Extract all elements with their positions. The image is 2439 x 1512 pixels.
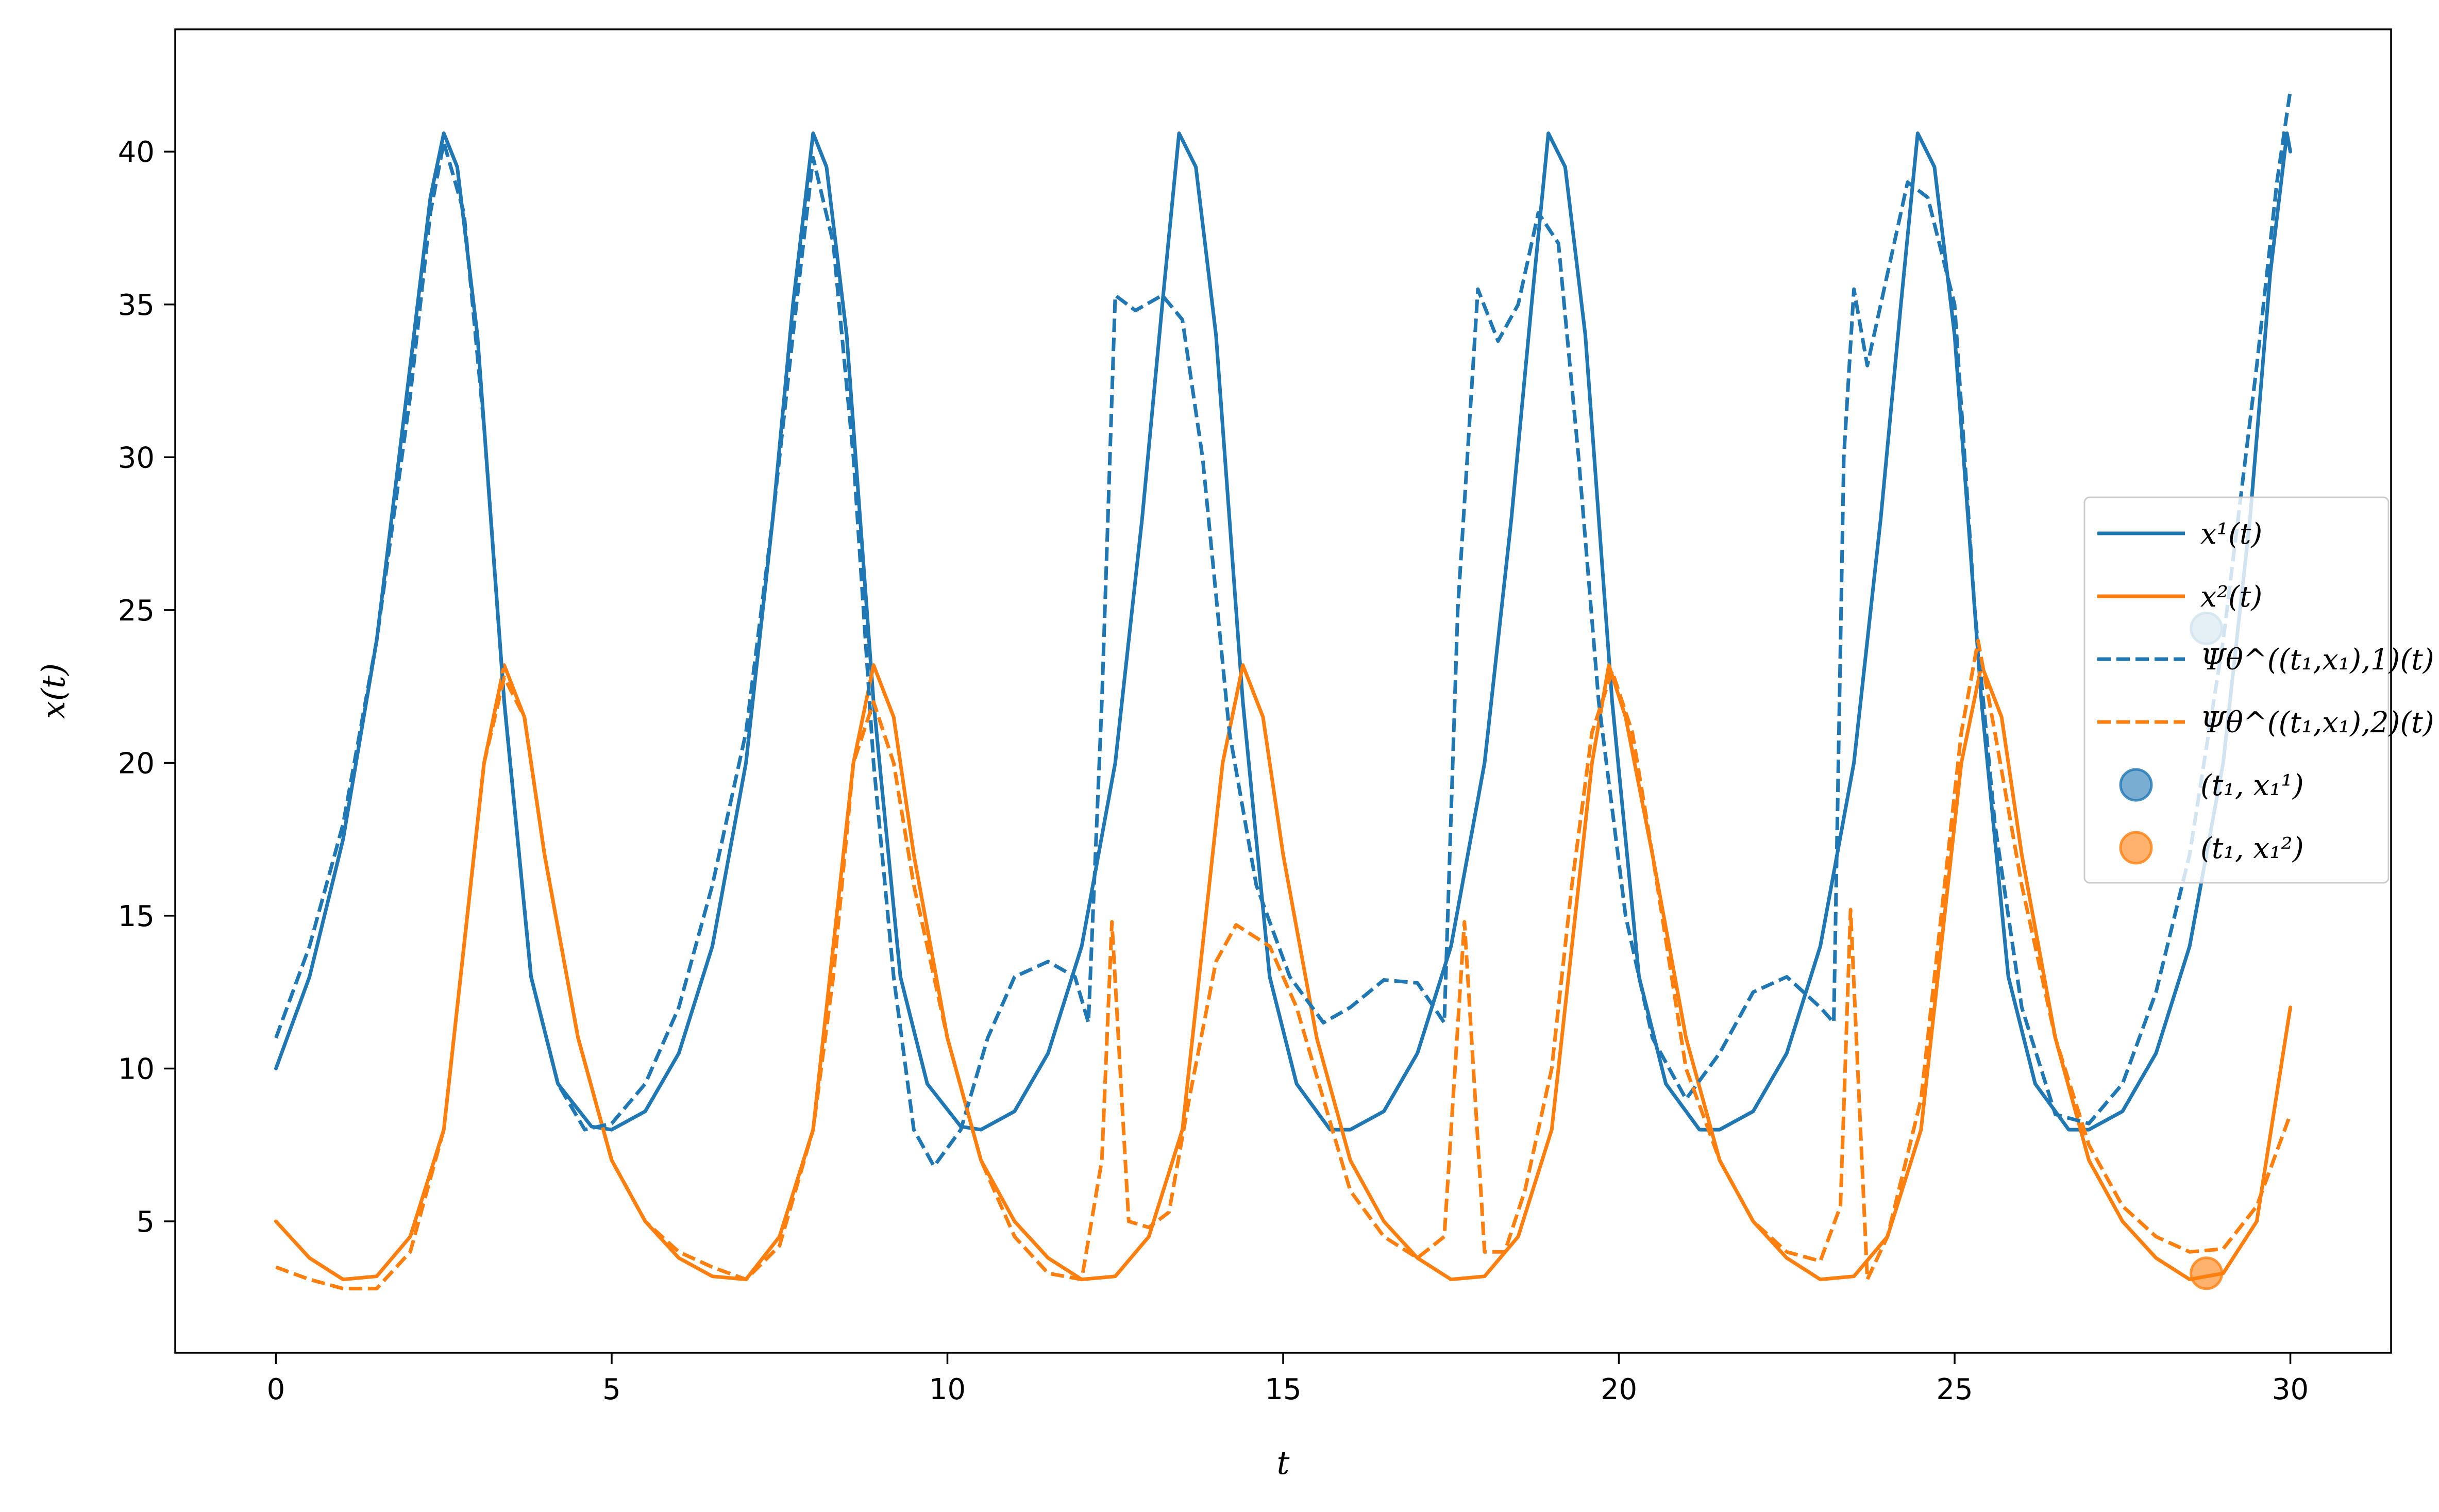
legend-label-1: x¹(t) <box>2200 517 2262 551</box>
x-tick-label: 15 <box>1265 1373 1301 1406</box>
legend-label-4: Ψθ^((t₁,x₁),2)(t) <box>2200 706 2434 740</box>
x-tick-label: 10 <box>929 1373 966 1406</box>
legend-swatch-6 <box>2119 831 2153 865</box>
y-tick-label: 15 <box>118 900 155 933</box>
legend-label-5: (t₁, x₁¹) <box>2200 769 2304 802</box>
legend-box <box>2083 496 2390 884</box>
legend: x¹(t) x²(t) Ψθ^((t₁,x₁),1)(t) Ψθ^((t₁,x₁),2… <box>2083 496 2434 884</box>
x-tick-label: 30 <box>2272 1373 2309 1406</box>
series-line-4-dashed <box>275 639 2292 1290</box>
series-line-3-dashed <box>274 90 2292 1168</box>
x-tick-label: 25 <box>1936 1373 1973 1406</box>
x-tick-label: 5 <box>602 1373 621 1406</box>
legend-label-6: (t₁, x₁²) <box>2200 832 2304 865</box>
scatter-point-2 <box>2190 1256 2224 1290</box>
y-tick-label: 20 <box>118 747 155 780</box>
axes: 0 5 10 15 20 25 30 5 10 15 20 25 30 35 40 t x(t) <box>35 28 2392 1482</box>
x-tick-label: 20 <box>1601 1373 1637 1406</box>
y-tick-label: 10 <box>118 1052 155 1086</box>
y-tick-label: 30 <box>118 441 155 475</box>
legend-label-2: x²(t) <box>2200 580 2262 614</box>
y-axis-label: x(t) <box>35 663 72 719</box>
y-tick-label: 35 <box>118 289 155 322</box>
x-axis-label: t <box>1277 1444 1290 1482</box>
x-tick-label: 0 <box>267 1373 285 1406</box>
legend-label-3: Ψθ^((t₁,x₁),1)(t) <box>2200 643 2434 677</box>
legend-swatch-5 <box>2119 768 2153 802</box>
y-tick-label: 40 <box>118 136 155 169</box>
y-tick-label: 5 <box>136 1205 155 1239</box>
y-tick-label: 25 <box>118 594 155 628</box>
